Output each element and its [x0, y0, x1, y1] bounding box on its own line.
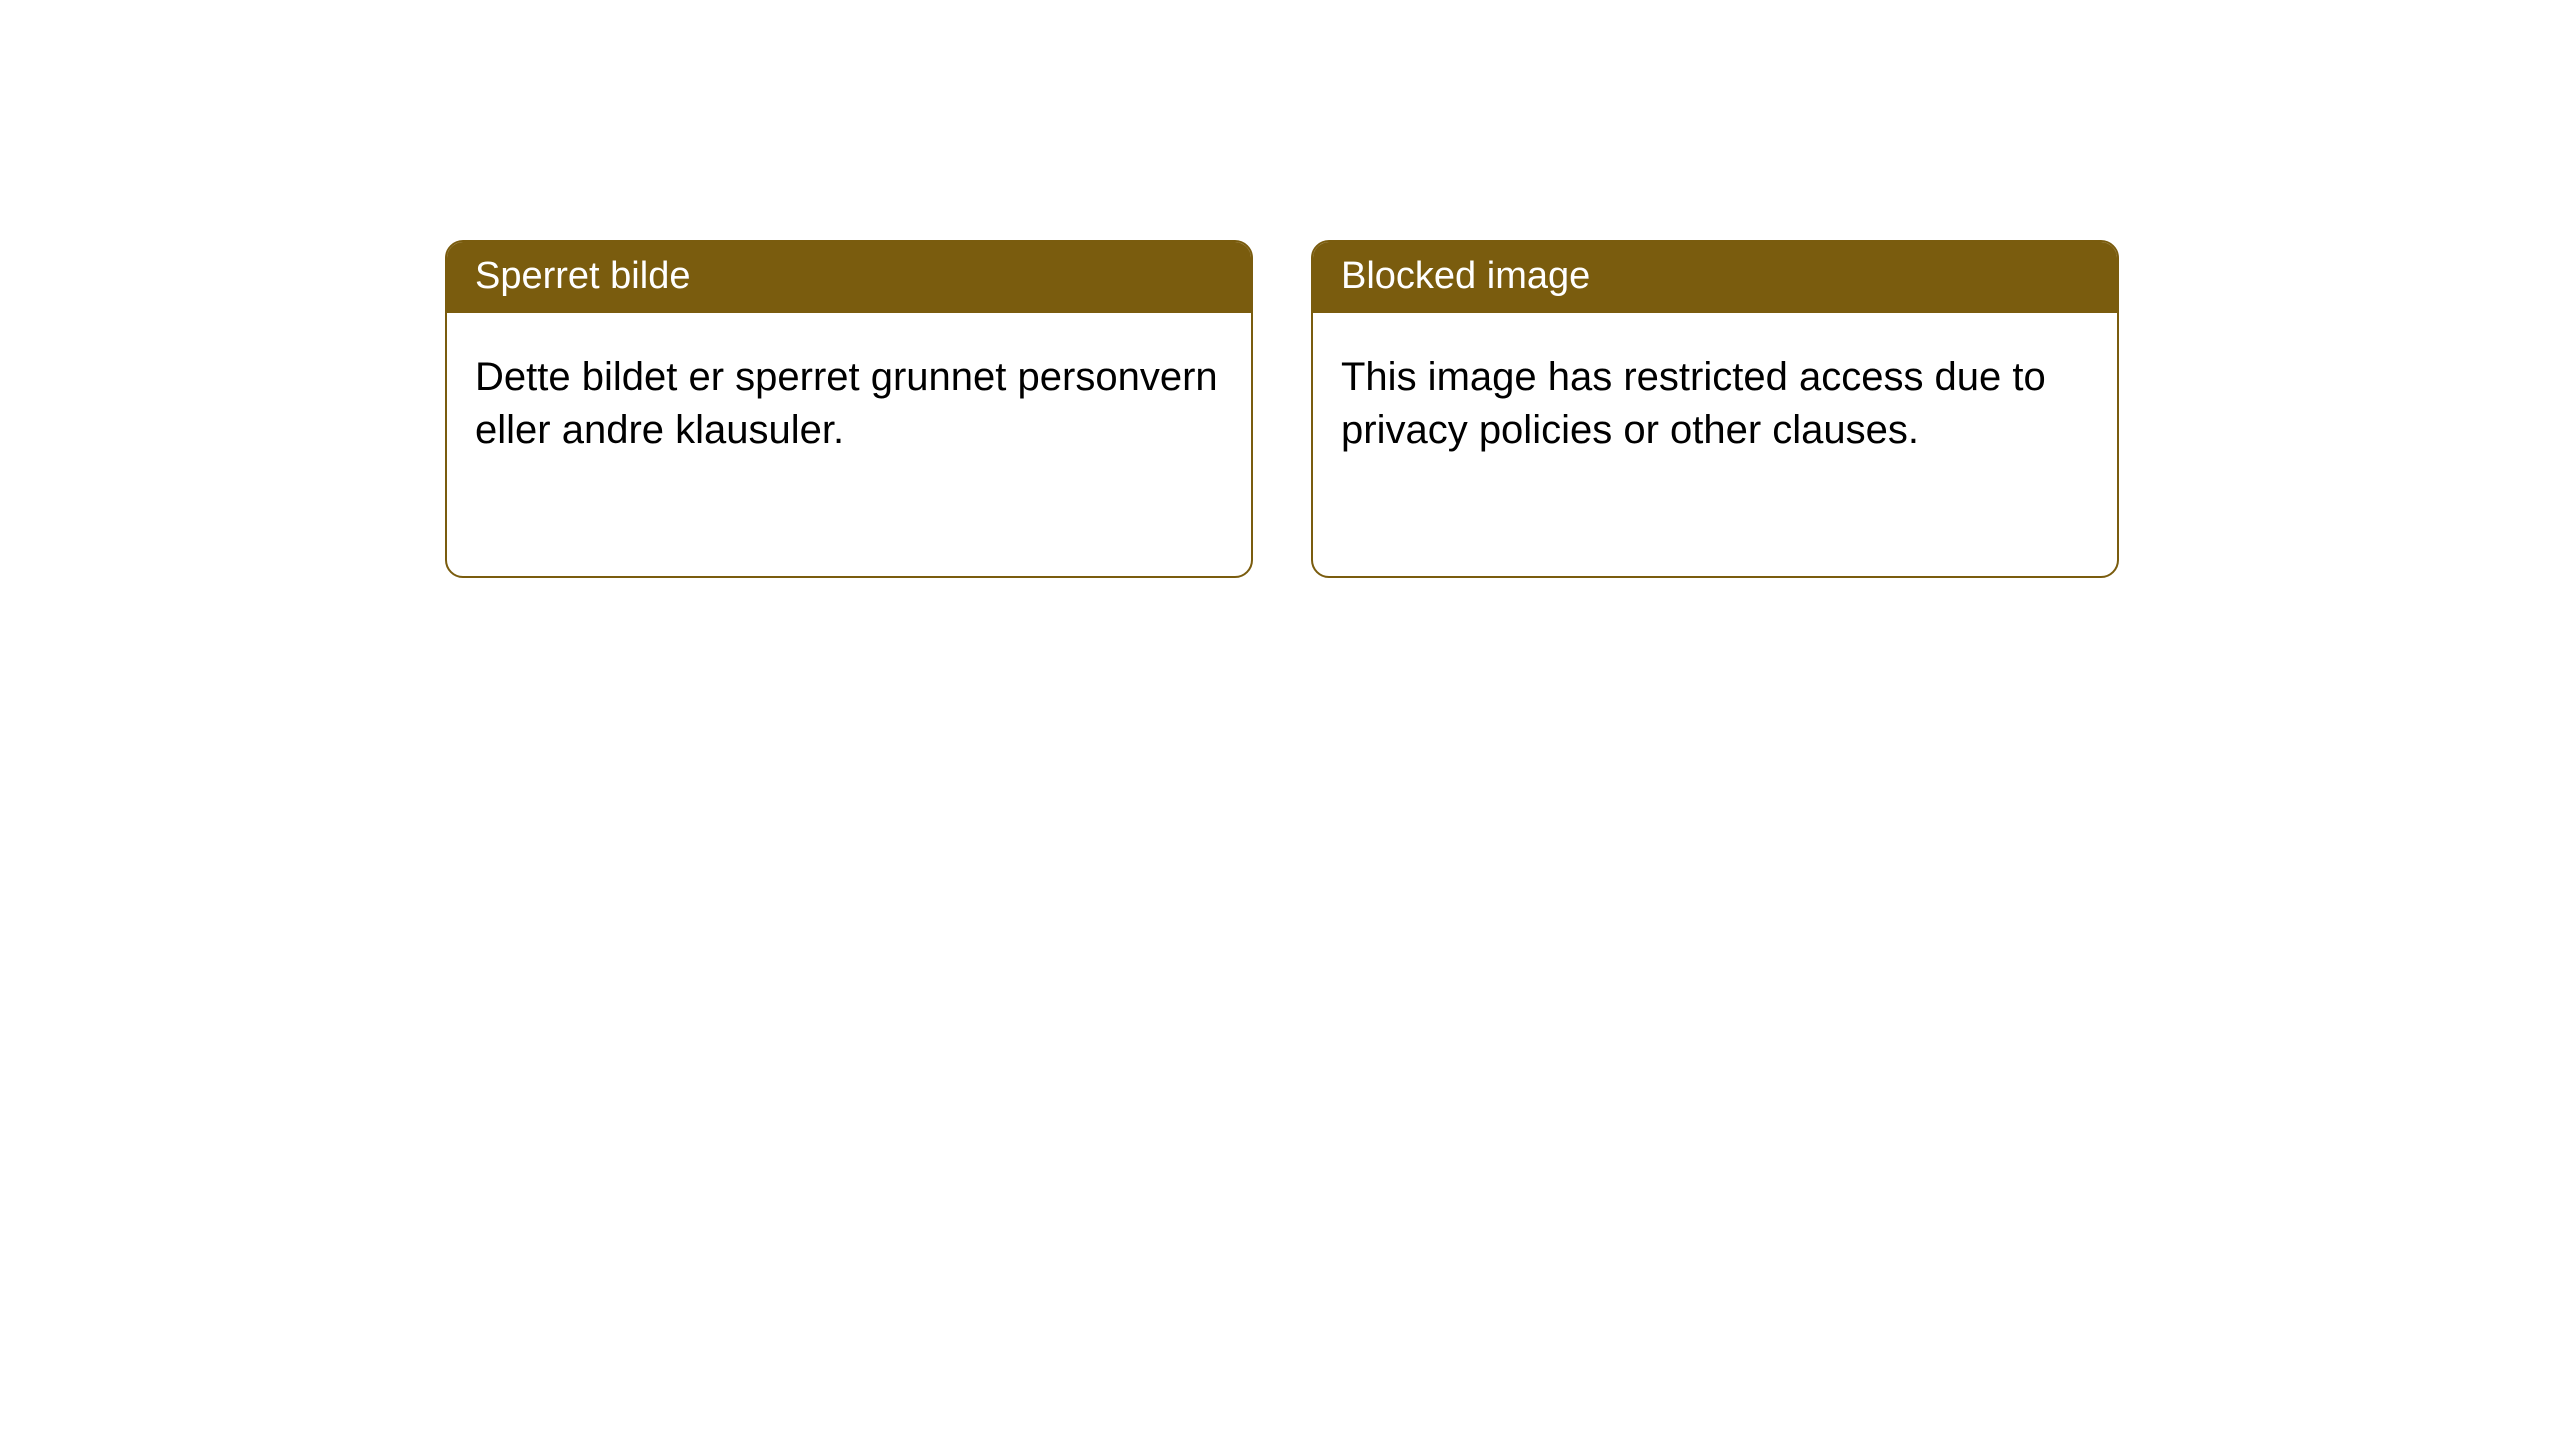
notice-body-norwegian: Dette bildet er sperret grunnet personve…: [447, 313, 1251, 495]
notice-card-norwegian: Sperret bilde Dette bildet er sperret gr…: [445, 240, 1253, 578]
notice-container: Sperret bilde Dette bildet er sperret gr…: [0, 0, 2560, 578]
notice-title-norwegian: Sperret bilde: [447, 242, 1251, 313]
notice-title-english: Blocked image: [1313, 242, 2117, 313]
notice-card-english: Blocked image This image has restricted …: [1311, 240, 2119, 578]
notice-body-english: This image has restricted access due to …: [1313, 313, 2117, 495]
